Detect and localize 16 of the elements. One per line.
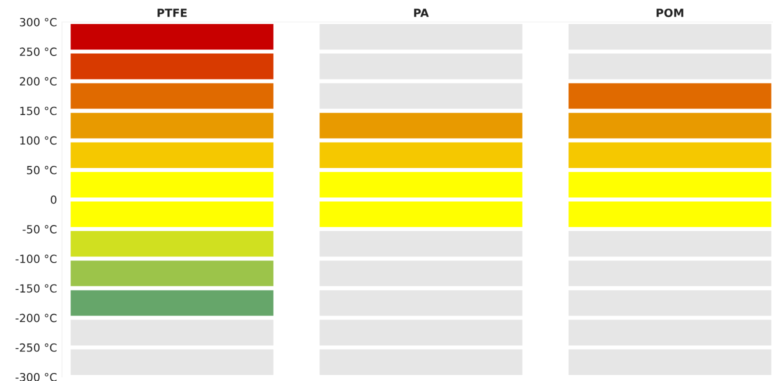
y-tick-label: -250 °C [16,343,57,352]
x-tick-label: PTFE [158,8,187,17]
y-tick-label: -200 °C [16,314,57,322]
y-tick-label: -50 °C [22,225,57,234]
y-tick-label: 0 [50,195,56,204]
y-tick-label: -300 °C [16,372,57,381]
y-tick-label: 300 °C [20,18,57,26]
y-tick-label: 200 °C [20,77,57,86]
y-tick-label: 150 °C [20,106,57,116]
y-tick-label: 250 °C [20,48,57,56]
y-tick-label: 100 °C [20,136,57,145]
y-tick-label: -150 °C [16,284,57,293]
x-tick-label: PA [414,8,429,17]
x-tick-label: POM [656,8,684,18]
y-tick-label: -100 °C [16,254,57,264]
y-tick-label: 50 °C [27,166,57,174]
